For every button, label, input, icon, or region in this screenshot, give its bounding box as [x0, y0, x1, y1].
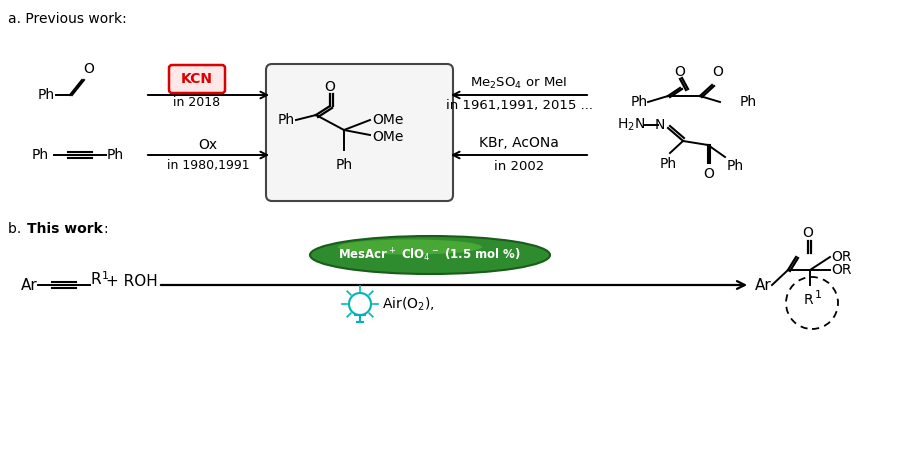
Text: in 2002: in 2002 [494, 161, 544, 174]
Text: Me$_2$SO$_4$ or MeI: Me$_2$SO$_4$ or MeI [471, 76, 568, 90]
Text: Ph: Ph [727, 159, 744, 173]
Text: Ph: Ph [740, 95, 757, 109]
Text: O: O [803, 226, 814, 240]
Text: OR: OR [831, 263, 852, 277]
FancyBboxPatch shape [169, 65, 225, 93]
Text: H$_2$N: H$_2$N [617, 117, 645, 133]
Ellipse shape [310, 236, 550, 274]
Text: KCN: KCN [181, 72, 213, 86]
Text: MesAcr$^+$ ClO$_4$$^-$ (1.5 mol %): MesAcr$^+$ ClO$_4$$^-$ (1.5 mol %) [338, 246, 522, 264]
Text: Ph: Ph [278, 113, 295, 127]
Text: Ph: Ph [336, 158, 353, 172]
Text: Ph: Ph [32, 148, 49, 162]
Text: in 1961,1991, 2015 ...: in 1961,1991, 2015 ... [445, 99, 592, 112]
Text: + ROH: + ROH [106, 274, 158, 288]
Text: R: R [91, 273, 102, 288]
Text: O: O [713, 65, 724, 79]
Text: Ph: Ph [659, 157, 677, 171]
Text: O: O [704, 167, 715, 181]
Text: O: O [675, 65, 686, 79]
Text: O: O [83, 62, 94, 76]
Text: in 1980,1991: in 1980,1991 [167, 159, 249, 172]
Text: KBr, AcONa: KBr, AcONa [479, 136, 559, 150]
Text: O: O [325, 80, 336, 94]
Text: OR: OR [831, 250, 852, 264]
Ellipse shape [338, 239, 482, 255]
Text: OMe: OMe [372, 130, 404, 144]
Text: a. Previous work:: a. Previous work: [8, 12, 127, 26]
FancyBboxPatch shape [266, 64, 453, 201]
Text: 1: 1 [815, 290, 822, 300]
Text: N: N [655, 118, 665, 132]
Text: This work: This work [27, 222, 102, 236]
Text: Ox: Ox [199, 138, 218, 152]
Text: in 2018: in 2018 [173, 95, 220, 108]
Text: Ar: Ar [21, 278, 38, 292]
Text: OMe: OMe [372, 113, 404, 127]
Text: Ph: Ph [38, 88, 55, 102]
Text: Air(O$_2$),: Air(O$_2$), [382, 295, 434, 313]
Text: Ph: Ph [631, 95, 648, 109]
Text: R: R [804, 293, 813, 307]
Text: Ph: Ph [107, 148, 124, 162]
Text: :: : [103, 222, 108, 236]
Circle shape [349, 293, 371, 315]
Text: b.: b. [8, 222, 25, 236]
Text: 1: 1 [102, 271, 109, 281]
Text: Ar: Ar [756, 278, 772, 292]
